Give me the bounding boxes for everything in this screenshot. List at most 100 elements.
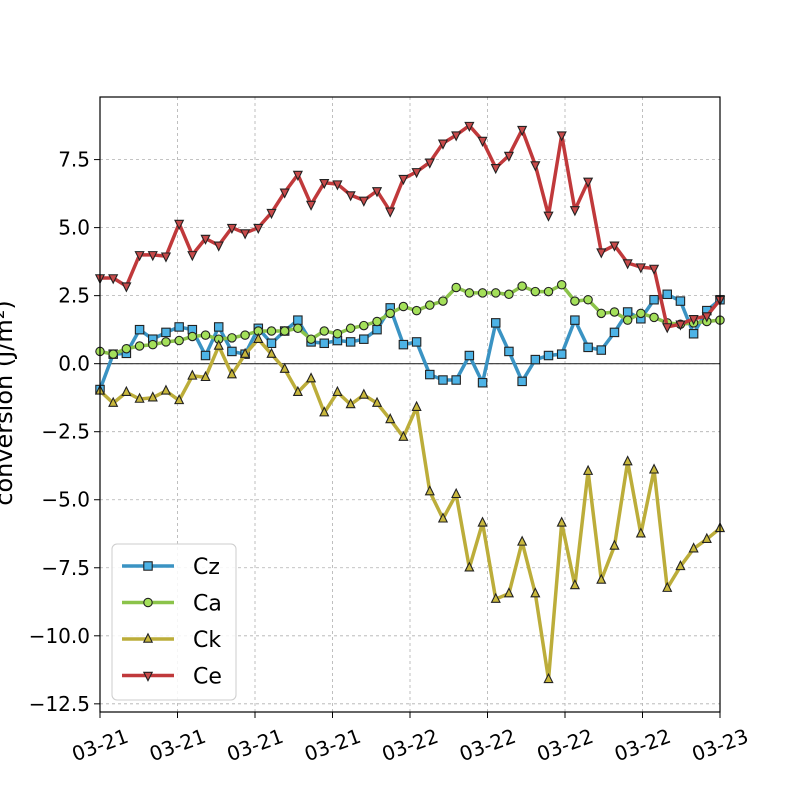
legend-marker-Ca xyxy=(143,597,153,608)
point-Ca-18 xyxy=(332,328,343,339)
point-Ck-2 xyxy=(121,385,132,397)
point-Ca-37 xyxy=(583,294,593,305)
x-tick-label-8: 03-23 xyxy=(689,724,752,766)
point-Ca-14 xyxy=(279,326,290,336)
point-Cz-40 xyxy=(622,307,633,317)
point-Ce-41 xyxy=(635,263,646,274)
point-Cz-19 xyxy=(345,337,356,347)
point-Ce-4 xyxy=(147,251,158,262)
y-tick-label-6: 2.5 xyxy=(58,284,90,308)
point-Ce-46 xyxy=(701,312,712,323)
point-Ca-7 xyxy=(187,331,198,342)
point-Cz-3 xyxy=(134,324,145,335)
point-Ce-32 xyxy=(517,125,528,137)
point-Ck-31 xyxy=(503,587,515,598)
point-Ck-6 xyxy=(174,393,185,405)
point-Ce-5 xyxy=(160,252,172,263)
point-Ck-20 xyxy=(358,388,369,399)
point-Ce-15 xyxy=(292,170,303,181)
point-Ck-18 xyxy=(332,385,343,397)
series-Cz xyxy=(95,289,725,395)
point-Ce-18 xyxy=(332,180,343,191)
point-Ck-11 xyxy=(240,347,251,358)
point-Ca-40 xyxy=(622,315,633,325)
point-Ck-24 xyxy=(411,400,422,411)
point-Ck-15 xyxy=(292,385,303,397)
point-Ck-45 xyxy=(688,542,699,553)
point-Ck-7 xyxy=(187,369,198,380)
x-tick-label-7: 03-22 xyxy=(611,724,674,766)
point-Ce-3 xyxy=(134,251,145,262)
x-tick-label-2: 03-21 xyxy=(224,724,287,766)
point-Ca-24 xyxy=(411,305,422,316)
point-Ck-5 xyxy=(160,384,172,395)
point-Ck-38 xyxy=(596,573,607,584)
point-Cz-42 xyxy=(649,294,659,305)
point-Cz-13 xyxy=(266,338,277,349)
point-Ce-27 xyxy=(451,131,462,142)
point-Ca-1 xyxy=(108,349,118,359)
point-Ck-36 xyxy=(569,579,580,590)
point-Ck-35 xyxy=(556,516,567,527)
point-Cz-44 xyxy=(675,296,686,306)
point-Cz-24 xyxy=(411,337,422,347)
legend-marker-Ce xyxy=(142,671,154,682)
point-Ca-16 xyxy=(306,334,316,344)
point-Ce-1 xyxy=(108,274,119,285)
point-Cz-6 xyxy=(174,322,184,332)
point-Ca-25 xyxy=(425,300,435,310)
point-Ce-40 xyxy=(622,259,633,270)
point-Ca-35 xyxy=(556,280,567,290)
point-Ck-10 xyxy=(226,368,238,379)
point-Ck-43 xyxy=(662,581,673,592)
y-tick-label-2: −7.5 xyxy=(41,556,90,580)
point-Ce-42 xyxy=(648,264,660,275)
point-Ce-39 xyxy=(609,241,620,252)
point-Cz-27 xyxy=(451,375,461,385)
point-Ck-33 xyxy=(530,587,541,598)
legend-item-Cz: Cz xyxy=(122,555,220,580)
legend: Cz Ca Ck Ce xyxy=(111,543,237,701)
point-Cz-45 xyxy=(688,328,699,339)
point-Ca-11 xyxy=(240,330,250,340)
point-Ca-34 xyxy=(543,286,554,297)
point-Ca-5 xyxy=(161,337,171,347)
point-Ce-26 xyxy=(437,139,449,150)
legend-item-Ce: Ce xyxy=(122,665,222,690)
point-Ck-29 xyxy=(477,516,488,527)
point-Ca-15 xyxy=(293,323,303,334)
point-Cz-32 xyxy=(517,376,527,387)
point-Ce-9 xyxy=(213,241,224,252)
point-Ca-38 xyxy=(596,308,607,319)
y-tick-label-0: −12.5 xyxy=(29,692,90,716)
x-tick-label-3: 03-21 xyxy=(301,724,364,766)
point-Ck-13 xyxy=(266,347,277,358)
point-Ce-43 xyxy=(662,323,673,334)
point-Ck-44 xyxy=(675,559,686,571)
point-Ce-22 xyxy=(385,207,396,218)
point-Cz-30 xyxy=(490,318,501,328)
point-Cz-5 xyxy=(161,327,171,338)
point-Ca-17 xyxy=(319,326,330,336)
y-tick-label-7: 5.0 xyxy=(58,216,90,240)
point-Ca-10 xyxy=(227,333,237,343)
point-Ce-29 xyxy=(477,136,488,147)
point-Ck-25 xyxy=(424,485,435,496)
series-Ca xyxy=(95,280,725,359)
point-Cz-25 xyxy=(425,369,435,380)
point-Ck-1 xyxy=(108,396,119,407)
point-Cz-37 xyxy=(583,342,593,353)
point-Ca-13 xyxy=(266,326,277,336)
point-Ca-19 xyxy=(345,323,356,334)
series-Ck xyxy=(94,332,726,684)
legend-label-Ce: Ce xyxy=(193,665,222,690)
point-Ca-26 xyxy=(438,296,448,306)
point-Cz-35 xyxy=(556,349,567,359)
point-Cz-9 xyxy=(213,322,224,332)
point-Cz-15 xyxy=(293,315,303,325)
point-Ck-26 xyxy=(437,512,449,523)
point-Ck-12 xyxy=(253,332,264,343)
point-Cz-10 xyxy=(227,346,237,357)
legend-marker-Cz xyxy=(143,561,153,571)
